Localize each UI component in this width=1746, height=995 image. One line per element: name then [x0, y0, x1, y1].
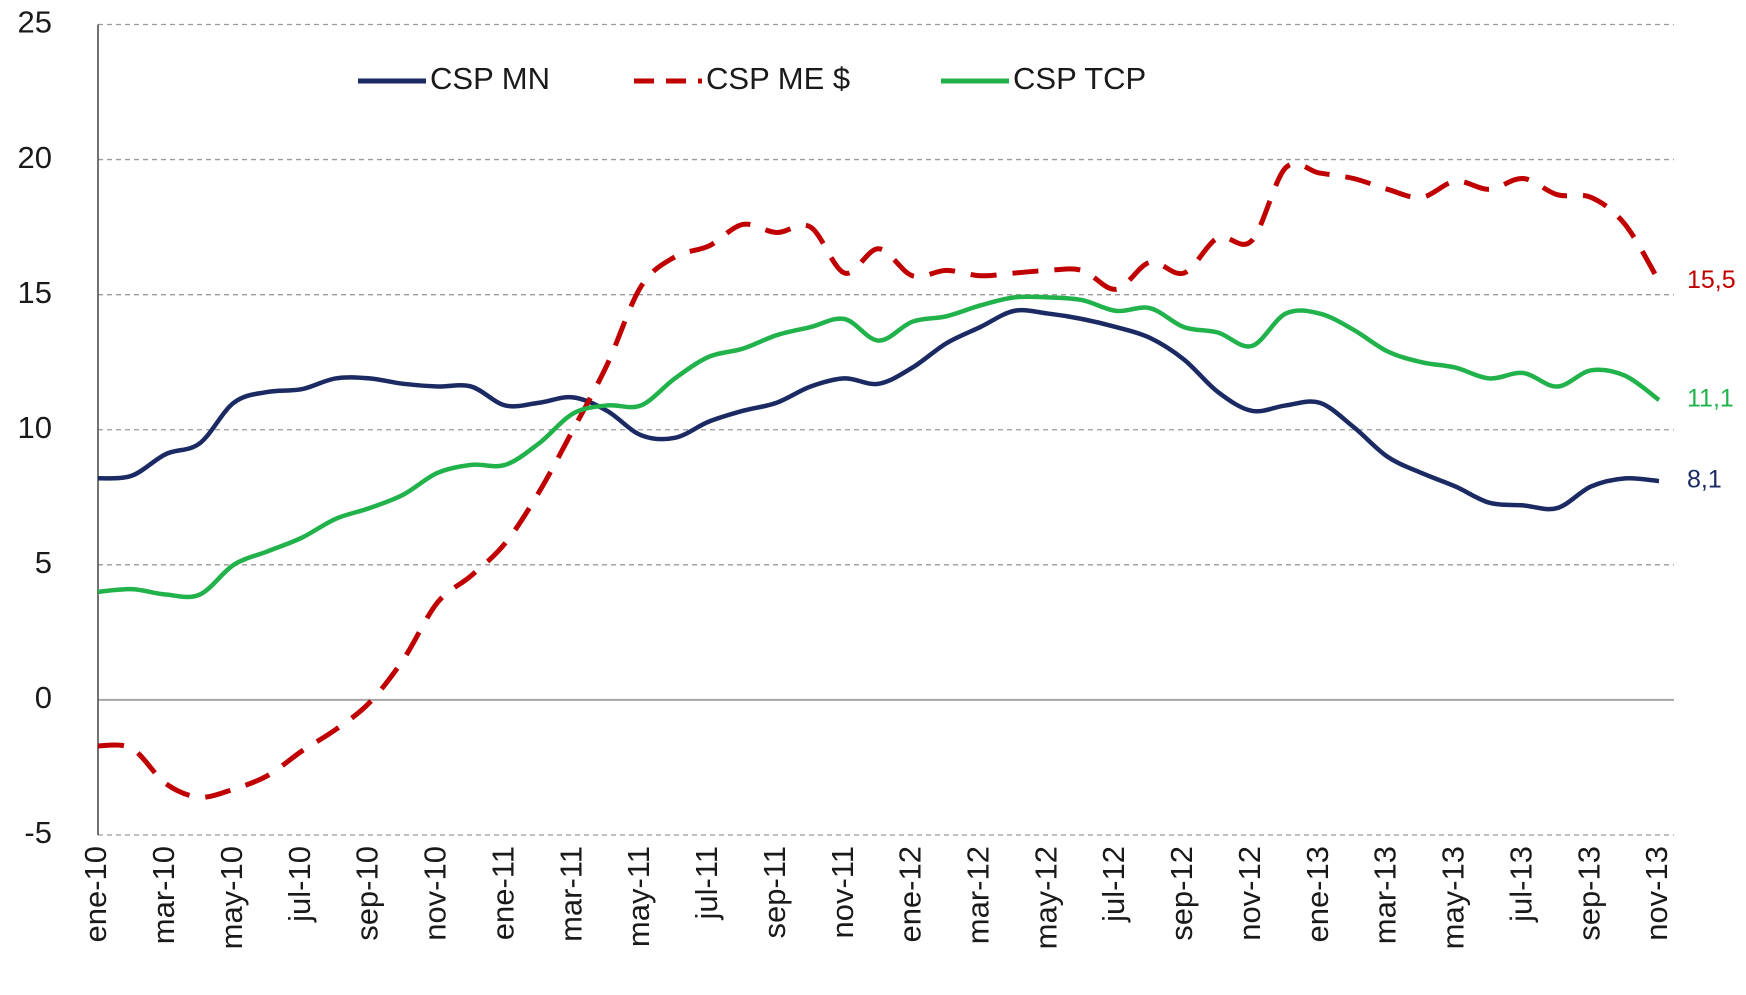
data-label: 8,1 [1687, 466, 1722, 494]
data-label: 11,1 [1687, 385, 1734, 413]
x-tick-label: mar-11 [553, 846, 588, 942]
y-tick-label: -5 [24, 815, 52, 850]
x-tick-label: ene-13 [1300, 846, 1335, 943]
x-tick-label: jul-10 [282, 846, 317, 923]
data-label: 15,5 [1687, 266, 1736, 294]
x-tick-label: nov-11 [825, 846, 860, 939]
y-tick-label: 5 [35, 545, 52, 580]
y-tick-label: 25 [18, 5, 52, 40]
x-tick-label: nov-13 [1639, 846, 1674, 941]
y-tick-label: 20 [18, 140, 52, 175]
x-tick-label: may-11 [621, 846, 656, 947]
x-tick-label: sep-12 [1164, 846, 1199, 941]
x-tick-label: sep-10 [350, 846, 385, 941]
x-tick-label: sep-11 [757, 846, 792, 939]
x-tick-label: mar-12 [960, 846, 995, 944]
x-tick-label: mar-13 [1368, 846, 1403, 944]
x-tick-label: mar-10 [146, 846, 181, 944]
y-tick-label: 0 [35, 680, 52, 715]
series-line [97, 294, 1661, 600]
series-line [97, 161, 1662, 800]
legend-label: CSP MN [430, 61, 550, 96]
legend-label: CSP TCP [1013, 61, 1146, 96]
x-tick-label: sep-13 [1571, 846, 1606, 941]
x-tick-label: ene-11 [485, 846, 520, 940]
x-tick-label: may-13 [1436, 846, 1471, 949]
x-tick-label: ene-12 [893, 846, 928, 943]
x-tick-label: nov-12 [1232, 846, 1267, 941]
x-tick-label: jul-12 [1096, 846, 1131, 923]
y-tick-label: 10 [18, 410, 52, 445]
x-tick-label: ene-10 [78, 846, 113, 943]
x-tick-label: jul-13 [1503, 846, 1538, 923]
x-tick-label: nov-10 [418, 846, 453, 941]
legend-label: CSP ME $ [706, 61, 850, 96]
series-line [97, 307, 1660, 512]
x-tick-label: may-10 [214, 846, 249, 949]
x-tick-label: jul-11 [689, 846, 724, 921]
x-tick-label: may-12 [1028, 846, 1063, 949]
y-tick-label: 15 [18, 275, 52, 310]
